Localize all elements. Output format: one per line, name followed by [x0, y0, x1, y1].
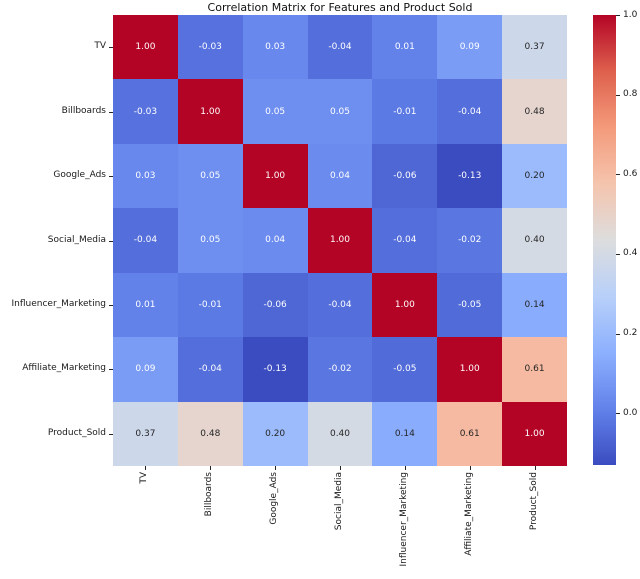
x-tick-mark: [534, 466, 536, 470]
colorbar-tick-label: 0.8: [623, 89, 638, 100]
heatmap-cell: 1.00: [177, 79, 243, 144]
heatmap-cell: 0.61: [437, 401, 503, 466]
heatmap-cell: -0.05: [372, 337, 438, 402]
heatmap-cell: 0.04: [307, 143, 373, 209]
x-tick-mark: [145, 466, 147, 470]
chart-title: Correlation Matrix for Features and Prod…: [207, 1, 473, 14]
heatmap-cell: -0.13: [437, 143, 503, 209]
y-tick-mark: [109, 369, 113, 371]
heatmap-cell: 0.05: [177, 208, 243, 273]
heatmap-cell: 0.48: [502, 79, 567, 144]
heatmap-cell: 0.01: [113, 272, 178, 338]
heatmap-cell: 0.09: [437, 15, 503, 80]
heatmap-cell: 1.00: [242, 143, 308, 209]
y-tick-label: Social_Media: [47, 234, 106, 245]
x-tick-label: Affiliate_Marketing: [463, 472, 474, 556]
x-tick-mark: [340, 466, 341, 470]
heatmap-cell: -0.06: [372, 143, 438, 209]
heatmap-cell: -0.03: [113, 79, 178, 144]
heatmap-cell: 0.20: [502, 143, 567, 209]
y-tick-label: Google_Ads: [53, 170, 106, 181]
x-tick-mark: [404, 466, 406, 470]
heatmap-cell: -0.05: [437, 272, 503, 338]
heatmap-cell: -0.06: [242, 272, 308, 338]
heatmap-cell: -0.04: [113, 208, 178, 273]
y-tick-mark: [109, 111, 113, 113]
heatmap-cell: 1.00: [372, 272, 438, 338]
x-tick-mark: [210, 466, 212, 470]
heatmap-cell: 0.40: [502, 208, 567, 273]
heatmap-cell: 1.00: [113, 15, 178, 80]
x-tick-label: TV: [139, 472, 150, 484]
heatmap-cell: 0.61: [502, 337, 567, 402]
heatmap-cell: 1.00: [437, 337, 503, 402]
heatmap-cell: -0.02: [437, 208, 503, 273]
heatmap-cell: -0.04: [372, 208, 438, 273]
colorbar-tick-label: 1.0: [623, 9, 638, 20]
y-tick-label: TV: [94, 41, 106, 52]
heatmap-cell: -0.13: [242, 337, 308, 402]
colorbar-tick-mark: [616, 333, 620, 335]
colorbar-tick-mark: [616, 413, 620, 415]
colorbar-tick-label: 0.6: [623, 168, 638, 179]
x-tick-label: Google_Ads: [269, 472, 280, 525]
heatmap-cell: 0.09: [113, 337, 178, 402]
heatmap-cell: 0.05: [177, 143, 243, 209]
colorbar-tick-mark: [616, 253, 620, 255]
heatmap-cell: 0.40: [307, 401, 373, 466]
y-tick-label: Product_Sold: [47, 427, 106, 438]
colorbar-tick-mark: [616, 94, 620, 96]
heatmap-cell: 1.00: [307, 208, 373, 273]
heatmap-cell: 0.37: [113, 401, 178, 466]
heatmap: 1.00 -0.03 0.03 -0.04 0.01 0.09 0.37 -0.03 1.00 0…: [113, 15, 567, 466]
colorbar-tick-mark: [616, 174, 620, 176]
x-tick-mark: [469, 466, 471, 470]
x-tick-label: Billboards: [204, 472, 215, 517]
heatmap-cell: 0.04: [242, 208, 308, 273]
x-tick-label: Product_Sold: [528, 472, 539, 531]
colorbar-gradient: [593, 15, 616, 465]
y-tick-mark: [109, 240, 113, 242]
y-tick-mark: [109, 47, 113, 49]
colorbar-tick-label: 0.4: [623, 248, 638, 259]
y-tick-label: Affiliate_Marketing: [22, 363, 106, 374]
y-tick-mark: [109, 433, 113, 435]
heatmap-cell: -0.03: [177, 15, 243, 80]
heatmap-cell: -0.04: [307, 272, 373, 338]
heatmap-cell: 0.20: [242, 401, 308, 466]
y-tick-label: Billboards: [61, 105, 106, 116]
colorbar-tick-mark: [616, 15, 620, 16]
x-tick-label: Influencer_Marketing: [398, 472, 409, 567]
y-tick-mark: [109, 176, 113, 178]
heatmap-cell: -0.04: [307, 15, 373, 80]
colorbar-tick-label: 0.2: [623, 328, 638, 339]
heatmap-cell: 0.14: [372, 401, 438, 466]
heatmap-cell: 0.14: [502, 272, 567, 338]
heatmap-cell: 0.05: [307, 79, 373, 144]
heatmap-cell: 0.05: [242, 79, 308, 144]
colorbar-tick-label: 0.0: [623, 407, 638, 418]
heatmap-cell: -0.01: [177, 272, 243, 338]
heatmap-cell: -0.01: [372, 79, 438, 144]
heatmap-cell: -0.04: [177, 337, 243, 402]
heatmap-cell: 0.37: [502, 15, 567, 80]
heatmap-cell: 0.03: [242, 15, 308, 80]
heatmap-cell: 1.00: [502, 401, 567, 466]
heatmap-cell: 0.01: [372, 15, 438, 80]
y-tick-label: Influencer_Marketing: [11, 298, 106, 309]
heatmap-cell: 0.48: [177, 401, 243, 466]
x-tick-mark: [275, 466, 277, 470]
y-tick-mark: [109, 304, 113, 306]
heatmap-cell: -0.02: [307, 337, 373, 402]
heatmap-cell: -0.04: [437, 79, 503, 144]
heatmap-cell: 0.03: [113, 143, 178, 209]
x-tick-label: Social_Media: [334, 472, 344, 531]
